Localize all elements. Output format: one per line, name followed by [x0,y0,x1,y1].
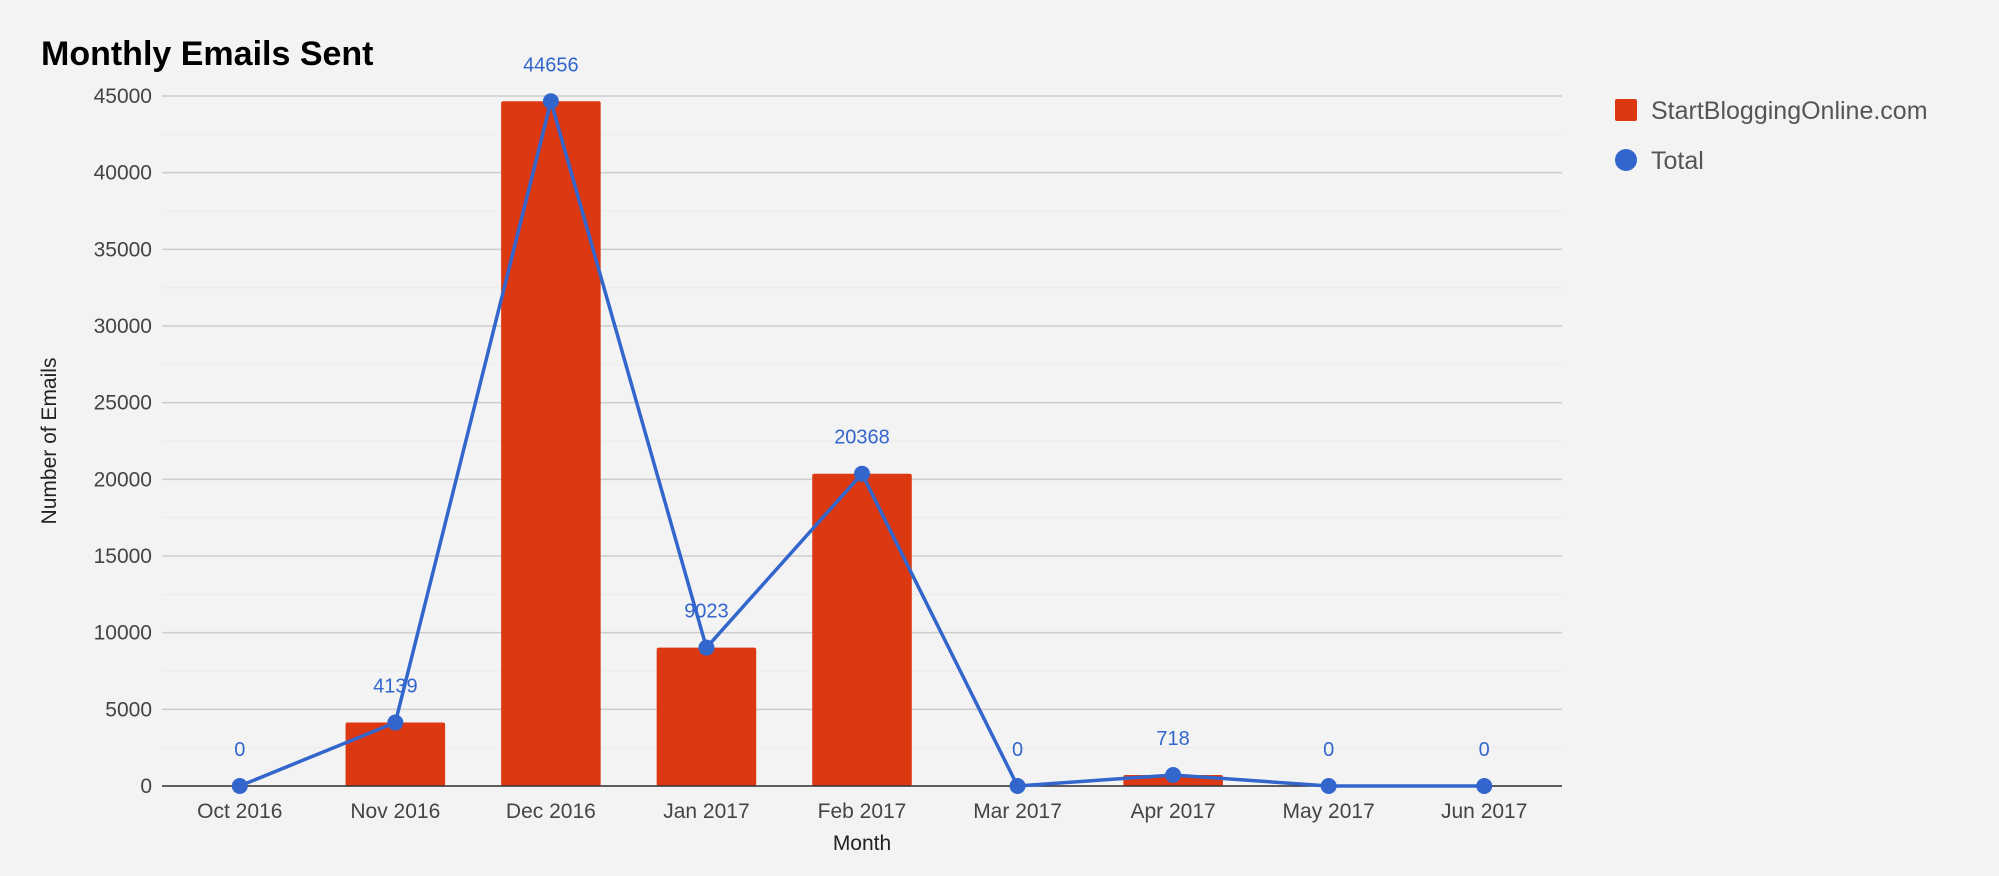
y-tick-label: 40000 [94,162,152,185]
legend-label-bar: StartBloggingOnline.com [1651,97,1928,125]
line-series: 0 4139 44656 9023 20368 0 718 0 0 [231,54,1493,794]
x-tick-label: Mar 2017 [973,800,1062,823]
legend-swatch-line [1615,149,1637,171]
x-tick-label: Feb 2017 [818,800,907,823]
data-label: 20368 [834,427,890,449]
y-tick-label: 25000 [94,392,152,415]
chart-title: Monthly Emails Sent [41,35,374,73]
y-tick-label: 5000 [105,698,152,721]
line-point [231,778,248,794]
bar [501,101,601,787]
x-axis: Oct 2016 Nov 2016 Dec 2016 Jan 2017 Feb 2017… [197,800,1527,823]
data-label: 0 [234,739,245,761]
y-axis: 0 5000 10000 15000 20000 25000 30000 35000 40000… [94,85,152,798]
x-tick-label: Apr 2017 [1130,800,1215,823]
line-point [1476,778,1493,794]
y-tick-label: 10000 [94,622,152,645]
x-tick-label: Oct 2016 [197,800,282,823]
x-tick-label: Jun 2017 [1441,800,1527,823]
bar [656,647,757,786]
y-tick-label: 35000 [94,238,152,261]
bar-series [345,101,1223,787]
bar [345,722,446,786]
line-point [387,714,404,731]
data-label: 9023 [684,601,729,623]
legend: StartBloggingOnline.com Total [1615,97,1928,175]
line-point [1320,778,1337,794]
bar [812,473,912,786]
y-axis-title: Number of Emails [38,358,61,525]
x-tick-label: Nov 2016 [350,800,440,823]
line-point [698,639,715,656]
y-tick-label: 20000 [94,468,152,491]
data-label: 44656 [523,54,579,76]
y-tick-label: 15000 [94,545,152,568]
x-tick-label: May 2017 [1283,800,1375,823]
line-point [1165,766,1182,783]
x-tick-label: Jan 2017 [663,800,749,823]
y-tick-label: 0 [140,775,152,798]
grid [162,95,1562,787]
data-label: 0 [1012,739,1023,761]
data-label: 718 [1156,728,1189,750]
data-label: 0 [1323,739,1334,761]
line-point [1009,778,1026,794]
legend-swatch-bar [1615,99,1637,121]
line-point [542,93,559,110]
y-tick-label: 45000 [94,85,152,108]
y-tick-label: 30000 [94,315,152,338]
x-axis-title: Month [833,832,891,855]
line-point [854,465,870,482]
data-label: 0 [1479,739,1490,761]
data-label: 4139 [373,676,418,698]
x-tick-label: Dec 2016 [506,800,596,823]
legend-label-line: Total [1651,147,1704,175]
